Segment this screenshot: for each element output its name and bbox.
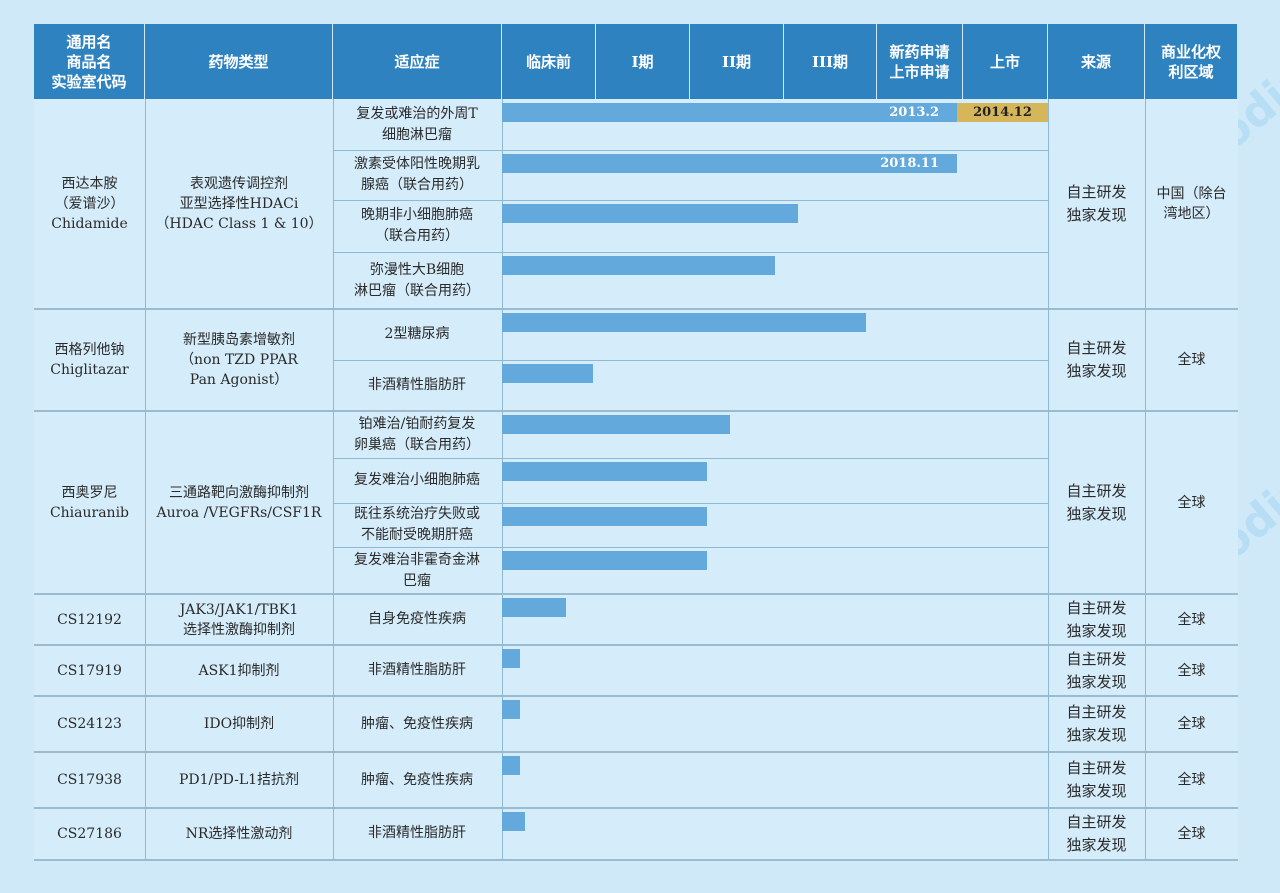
drug-source-cell: 自主研发 独家发现 [1066, 339, 1127, 380]
pipeline-bar [502, 204, 798, 223]
header-rights-region: 商业化权 利区域 [1145, 24, 1238, 99]
pipeline-bar [502, 551, 707, 570]
indication-row-divider [333, 150, 1048, 151]
pipeline-bar [502, 364, 593, 383]
indication-cell: 2型糖尿病 [384, 326, 450, 342]
header-phase3: III期 [784, 24, 877, 99]
drug-row-divider [34, 308, 1238, 310]
drug-source-cell: 自主研发 独家发现 [1066, 759, 1127, 800]
drug-source-cell: 自主研发 独家发现 [1066, 481, 1127, 523]
header-drug-type: 药物类型 [145, 24, 333, 99]
indication-cell: 激素受体阳性晚期乳 腺癌（联合用药） [354, 156, 480, 193]
drug-type-cell: IDO抑制剂 [203, 716, 275, 732]
drug-name-cell: CS27186 [57, 825, 122, 842]
pipeline-bar [502, 507, 707, 526]
drug-row-divider [34, 695, 1238, 697]
indication-cell: 既往系统治疗失败或 不能耐受晚期肝癌 [354, 506, 480, 543]
header-phase2: II期 [690, 24, 784, 99]
table-bottom-border [34, 859, 1238, 861]
indication-cell: 非酒精性脂肪肝 [368, 662, 466, 678]
indication-row-divider [333, 200, 1048, 201]
pipeline-bar [502, 313, 866, 332]
drug-source-cell: 自主研发 独家发现 [1066, 703, 1127, 744]
drug-row-divider [34, 644, 1238, 646]
pipeline-bar [502, 812, 525, 831]
indication-row-divider [333, 360, 1048, 361]
indication-cell: 非酒精性脂肪肝 [368, 377, 466, 393]
column-divider [1048, 99, 1049, 859]
drug-source-cell: 自主研发 独家发现 [1066, 598, 1127, 640]
header-nda: 新药申请 上市申请 [877, 24, 963, 99]
column-divider [145, 99, 146, 859]
drug-type-cell: 三通路靶向激酶抑制剂 Auroa /VEGFRs/CSF1R [156, 484, 322, 521]
indication-cell: 复发难治非霍奇金淋 巴瘤 [354, 551, 480, 589]
drug-region-cell: 全球 [1177, 662, 1206, 679]
header-source: 来源 [1048, 24, 1145, 99]
drug-region-cell: 全球 [1177, 716, 1206, 732]
header-drug-name: 通用名 商品名 实验室代码 [34, 24, 145, 99]
indication-cell: 复发或难治的外周T 细胞淋巴瘤 [356, 105, 478, 143]
pipeline-bar [502, 756, 521, 775]
pipeline-bar [502, 256, 775, 275]
indication-cell: 铂难治/铂耐药复发 卵巢癌（联合用药） [354, 415, 480, 453]
drug-row-divider [34, 593, 1238, 595]
indication-cell: 晚期非小细胞肺癌 （联合用药） [361, 207, 473, 244]
drug-region-cell: 中国（除台 湾地区） [1156, 186, 1227, 222]
indication-row-divider [333, 547, 1048, 548]
drug-type-cell: 表观遗传调控剂 亚型选择性HDACi （HDAC Class 1 & 10） [155, 176, 323, 232]
drug-type-cell: JAK3/JAK1/TBK1 选择性激酶抑制剂 [179, 601, 299, 638]
drug-name-cell: 西格列他钠 Chiglitazar [50, 342, 129, 378]
bar-date-label: 2013.2 [889, 105, 939, 120]
pipeline-bar [502, 649, 521, 668]
drug-region-cell: 全球 [1177, 494, 1206, 511]
pipeline-bar [502, 700, 521, 719]
header-phase1: I期 [596, 24, 690, 99]
drug-source-cell: 自主研发 独家发现 [1066, 183, 1127, 224]
drug-type-cell: 新型胰岛素增敏剂 （non TZD PPAR Pan Agonist） [180, 332, 298, 388]
bar-date-label: 2018.11 [880, 156, 939, 171]
drug-name-cell: CS17919 [57, 662, 122, 679]
drug-name-cell: CS12192 [57, 611, 122, 628]
indication-cell: 复发难治小细胞肺癌 [354, 472, 480, 488]
pipeline-bar [502, 415, 730, 434]
indication-row-divider [333, 503, 1048, 504]
pipeline-bar [502, 598, 566, 617]
drug-source-cell: 自主研发 独家发现 [1066, 649, 1127, 691]
header-preclinical: 临床前 [502, 24, 596, 99]
drug-name-cell: CS24123 [57, 716, 122, 732]
indication-cell: 肿瘤、免疫性疾病 [361, 715, 473, 732]
drug-source-cell: 自主研发 独家发现 [1066, 812, 1127, 854]
drug-region-cell: 全球 [1177, 772, 1206, 788]
marketed-date-label: 2014.12 [957, 103, 1048, 122]
drug-row-divider [34, 751, 1238, 753]
drug-row-divider [34, 807, 1238, 809]
indication-row-divider [333, 252, 1048, 253]
drug-region-cell: 全球 [1177, 825, 1206, 842]
indication-cell: 非酒精性脂肪肝 [368, 825, 466, 841]
header-marketed: 上市 [963, 24, 1048, 99]
drug-name-cell: CS17938 [57, 772, 122, 788]
indication-row-divider [333, 458, 1048, 459]
indication-cell: 弥漫性大B细胞 淋巴瘤（联合用药） [354, 261, 480, 299]
pipeline-bar [502, 462, 707, 481]
column-divider [1145, 99, 1146, 859]
indication-cell: 自身免疫性疾病 [368, 611, 466, 627]
drug-region-cell: 全球 [1177, 352, 1206, 368]
drug-type-cell: ASK1抑制剂 [198, 662, 280, 679]
header-indication: 适应症 [333, 24, 502, 99]
drug-region-cell: 全球 [1177, 611, 1206, 628]
drug-name-cell: 西奥罗尼 Chiauranib [49, 484, 130, 521]
indication-cell: 肿瘤、免疫性疾病 [361, 771, 473, 788]
column-divider [333, 99, 334, 859]
pipeline-bar [502, 103, 957, 122]
drug-type-cell: NR选择性激动剂 [185, 825, 293, 842]
drug-name-cell: 西达本胺 （爱谱沙） Chidamide [51, 176, 128, 232]
pipeline-bar [502, 154, 957, 173]
drug-type-cell: PD1/PD-L1拮抗剂 [178, 772, 300, 788]
drug-row-divider [34, 410, 1238, 412]
